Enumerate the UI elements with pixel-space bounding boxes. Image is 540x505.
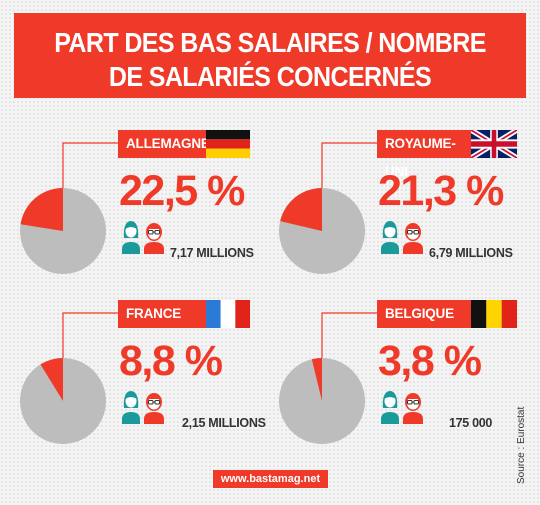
panel-allemagne: ALLEMAGNE 22,5 % 7,17 MILLIONS <box>18 130 268 280</box>
germany-flag-icon <box>206 130 250 158</box>
pie-chart-allemagne <box>20 142 118 274</box>
pie-slice-allemagne <box>20 188 64 231</box>
title-line-2: DE SALARIÉS CONCERNÉS <box>108 61 432 93</box>
website-link[interactable]: www.bastamag.net <box>213 470 328 488</box>
percent-value: 3,8 % <box>378 337 482 385</box>
leader-line <box>321 142 377 188</box>
pie-chart-belgique <box>279 312 377 444</box>
country-label: ALLEMAGNE <box>118 130 210 158</box>
pie-slice-royaume-uni <box>280 188 322 231</box>
employee-count: 7,17 MILLIONS <box>170 246 254 260</box>
leader-line <box>62 312 118 358</box>
france-flag-icon <box>206 300 250 328</box>
pie-chart-france <box>20 312 118 444</box>
people-icon <box>121 220 165 254</box>
employee-count: 2,15 MILLIONS <box>182 416 266 430</box>
employee-count: 175 000 <box>449 416 493 430</box>
panel-belgique: BELGIQUE 3,8 % 175 000 <box>277 300 527 450</box>
pie-slice-france <box>40 358 63 401</box>
percent-value: 8,8 % <box>119 337 223 385</box>
country-label: BELGIQUE <box>377 300 471 328</box>
people-icon <box>380 220 424 254</box>
pie-slice-belgique <box>311 358 322 401</box>
united-kingdom-flag-icon <box>471 130 517 158</box>
source-note: Source : Eurostat <box>516 406 527 484</box>
percent-value: 21,3 % <box>378 167 504 215</box>
panel-royaume-uni: ROYAUME-UNI 21,3 % 6,79 MILLIONS <box>277 130 527 280</box>
leader-line <box>62 142 118 188</box>
leader-line <box>321 312 377 358</box>
pie-chart-royaume-uni <box>279 142 377 274</box>
country-label: FRANCE <box>118 300 206 328</box>
header-banner: PART DES BAS SALAIRES / NOMBRE DE SALARI… <box>14 13 526 98</box>
people-icon <box>380 390 424 424</box>
people-icon <box>121 390 165 424</box>
employee-count: 6,79 MILLIONS <box>429 246 513 260</box>
percent-value: 22,5 % <box>119 167 245 215</box>
belgium-flag-icon <box>471 300 517 328</box>
country-label: ROYAUME-UNI <box>377 130 471 179</box>
panel-france: FRANCE 8,8 % 2,15 MILLIONS <box>18 300 268 450</box>
title-line-1: PART DES BAS SALAIRES / NOMBRE <box>54 27 486 59</box>
